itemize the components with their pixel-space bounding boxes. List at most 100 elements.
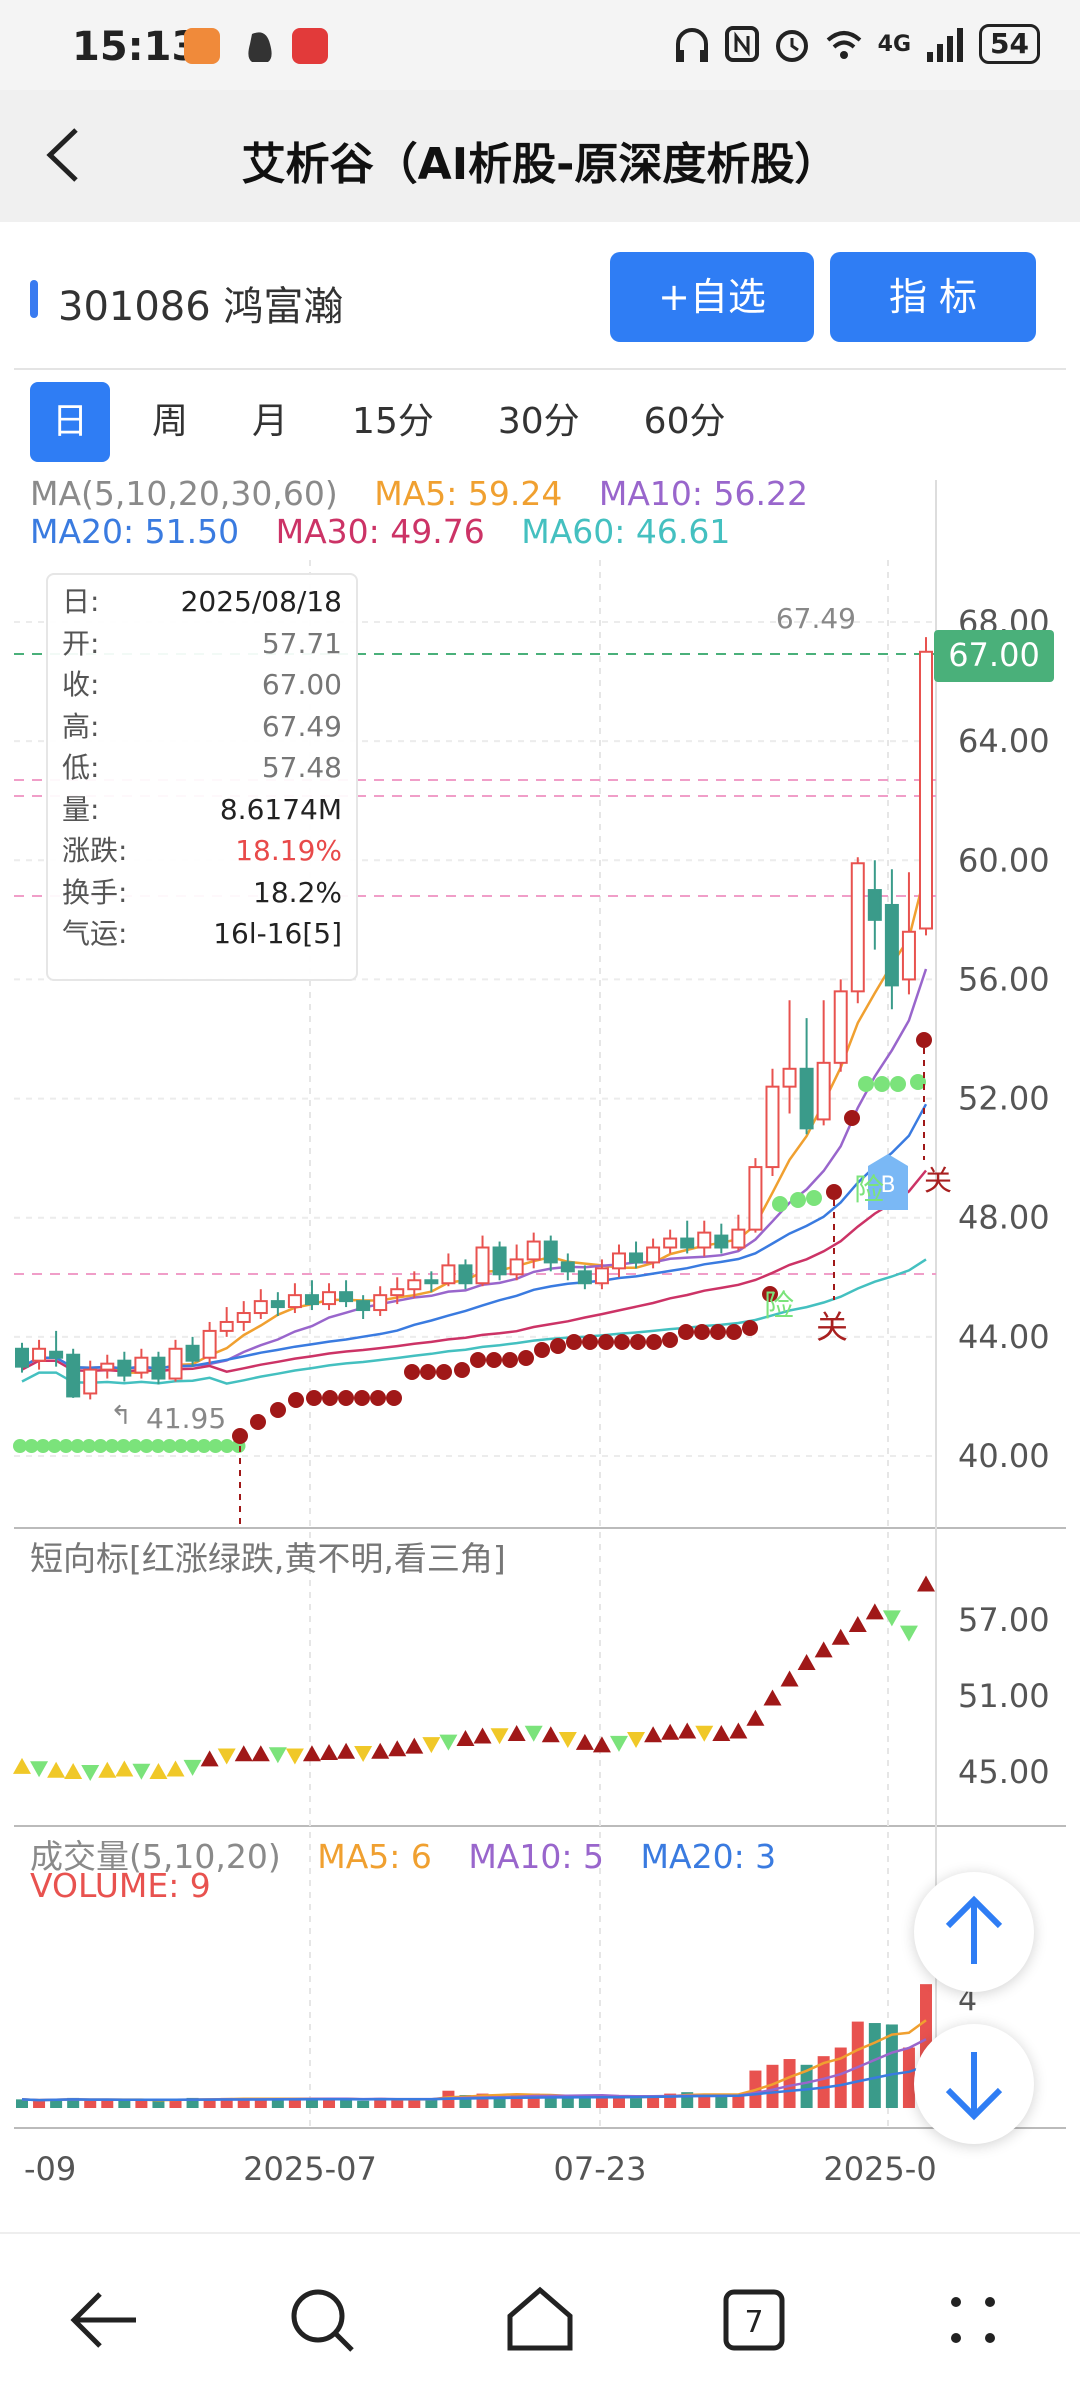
volume-bar xyxy=(885,2024,898,2108)
short-indicator-triangle xyxy=(814,1641,833,1658)
signal-dot xyxy=(566,1334,582,1350)
status-time: 15:13 xyxy=(72,24,200,70)
candle-body xyxy=(577,1270,592,1285)
signal-dot xyxy=(790,1192,806,1208)
volume-bar xyxy=(783,2059,796,2108)
volume-legend-row-1: 成交量(5,10,20) MA5: 6 MA10: 5 MA20: 3 xyxy=(30,1830,802,1878)
signal-dot xyxy=(436,1364,452,1380)
tab-15min[interactable]: 15分 xyxy=(352,401,434,442)
volume-bar xyxy=(33,2100,46,2108)
short-indicator-triangle xyxy=(592,1736,611,1753)
network-label: 4G xyxy=(877,31,912,57)
signal-dot xyxy=(197,1439,211,1453)
volume-bar xyxy=(578,2096,591,2108)
signal-dot xyxy=(306,1390,322,1406)
volume-bar xyxy=(425,2099,438,2108)
candle-body xyxy=(919,650,933,930)
info-key: 换手: xyxy=(62,875,128,909)
volume-bar xyxy=(630,2096,643,2108)
tabs-icon[interactable]: 7 xyxy=(723,2289,785,2351)
short-indicator-triangle xyxy=(115,1760,134,1777)
arrow-up-icon xyxy=(945,1895,1003,1964)
back-arrow-icon[interactable] xyxy=(70,2292,136,2348)
tab-30min[interactable]: 30分 xyxy=(497,401,580,442)
signal-dot xyxy=(710,1324,726,1340)
candle-body xyxy=(32,1347,47,1362)
short-indicator-triangle xyxy=(183,1759,202,1776)
signal-dot xyxy=(486,1352,502,1368)
info-value: 67.49 xyxy=(261,709,342,743)
buy-marker-label: B xyxy=(880,1173,895,1198)
info-value: 57.48 xyxy=(261,751,342,784)
volume-bar xyxy=(800,2064,813,2108)
ma-legend-title: MA(5,10,20,30,60) xyxy=(30,474,338,513)
tab-day[interactable]: 日 xyxy=(30,382,111,462)
volume-bar xyxy=(493,2096,506,2108)
ma-line xyxy=(21,1103,928,1370)
signal-dot xyxy=(13,1439,27,1453)
bottom-nav-bar: 7 xyxy=(0,2232,1080,2400)
home-icon[interactable] xyxy=(507,2286,573,2351)
app-header: 艾析谷（AI析股-原深度析股） xyxy=(0,90,1080,222)
candle-body xyxy=(697,1231,712,1249)
info-key: 气运: xyxy=(62,917,128,950)
short-indicator-triangle xyxy=(661,1723,680,1740)
short-indicator-triangle xyxy=(899,1625,918,1642)
short-indicator-triangle xyxy=(917,1575,935,1592)
volume-bar xyxy=(715,2096,728,2108)
short-indicator-triangle xyxy=(609,1735,628,1752)
volume-bar xyxy=(67,2097,80,2108)
ma20-label: MA20: 51.50 xyxy=(30,512,240,551)
short-indicator-triangle xyxy=(678,1722,697,1739)
short-indicator-triangle xyxy=(575,1733,594,1750)
signal-dot xyxy=(208,1439,223,1453)
status-bar: 15:13 4G 54 xyxy=(0,0,1080,90)
candle-body xyxy=(236,1312,251,1323)
scroll-up-button[interactable] xyxy=(914,1872,1034,1992)
tab-60min[interactable]: 60分 xyxy=(643,401,726,442)
volume-bar xyxy=(203,2099,216,2108)
search-icon[interactable] xyxy=(291,2289,354,2352)
candle-body xyxy=(714,1234,729,1249)
candle-body xyxy=(680,1237,695,1249)
candle-body xyxy=(458,1264,473,1285)
short-indicator-triangle xyxy=(302,1745,321,1762)
candle-body xyxy=(731,1228,746,1249)
stock-chart[interactable]: 68.0064.0060.0056.0052.0048.0044.0040.00… xyxy=(0,0,1080,2232)
short-indicator-triangle xyxy=(371,1742,390,1759)
signal-dot xyxy=(36,1439,50,1453)
tab-week[interactable]: 周 xyxy=(152,401,189,442)
current-price-tag xyxy=(934,630,1054,682)
volume-bar xyxy=(254,2099,267,2108)
candle-body xyxy=(646,1246,661,1264)
short-tick-label: 51.00 xyxy=(958,1677,1050,1715)
back-chevron-icon[interactable] xyxy=(36,120,96,190)
info-value: 67.00 xyxy=(261,668,342,701)
tab-month[interactable]: 月 xyxy=(252,401,289,442)
short-indicator-triangle xyxy=(746,1709,765,1726)
add-watchlist-button[interactable]: +自选 xyxy=(610,252,814,342)
ma30-label: MA30: 49.76 xyxy=(275,512,485,551)
tail-label: 关 xyxy=(924,1164,952,1197)
volume-bar xyxy=(612,2097,625,2108)
info-row: 低: 57.48 xyxy=(62,747,342,789)
short-indicator-triangle xyxy=(524,1725,543,1742)
scroll-down-button[interactable] xyxy=(914,2024,1034,2144)
candle-body xyxy=(594,1267,609,1285)
signal-dot xyxy=(250,1414,266,1430)
short-indicator-triangle xyxy=(132,1763,151,1780)
candle-body xyxy=(390,1288,405,1297)
more-icon[interactable] xyxy=(951,2297,995,2343)
indicator-button[interactable]: 指 标 xyxy=(830,252,1036,342)
volume-bar xyxy=(647,2095,660,2108)
short-indicator-triangle xyxy=(695,1725,714,1742)
volume-bar xyxy=(135,2099,148,2108)
short-indicator-triangle xyxy=(166,1760,185,1777)
volume-bar xyxy=(220,2097,233,2108)
info-row: 高: 67.49 xyxy=(62,706,342,748)
signal-dot xyxy=(582,1334,598,1350)
info-key: 高: xyxy=(62,709,100,743)
signal-dot xyxy=(502,1352,518,1368)
info-key: 低: xyxy=(62,751,100,784)
price-tick-label: 60.00 xyxy=(958,841,1050,879)
